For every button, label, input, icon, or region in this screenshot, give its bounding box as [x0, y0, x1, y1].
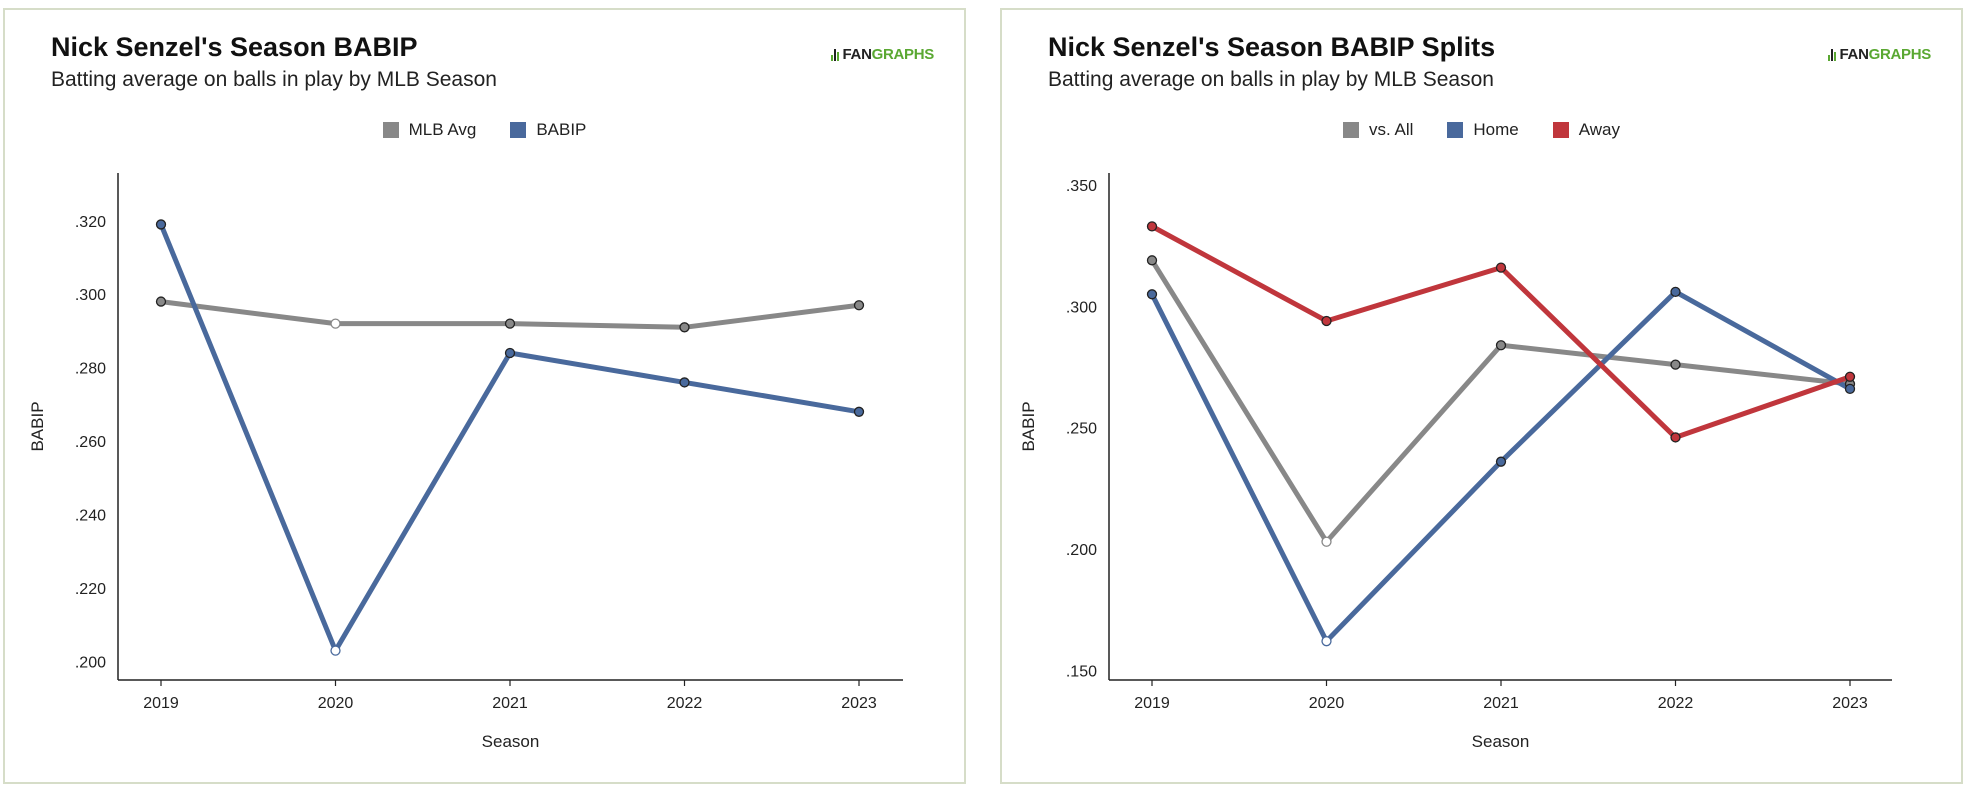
- x-tick-label: 2023: [1832, 695, 1868, 712]
- data-point[interactable]: [330, 318, 341, 329]
- x-tick-label: 2020: [1309, 695, 1345, 712]
- legend-swatch: [1447, 122, 1464, 138]
- data-point[interactable]: [1495, 456, 1507, 467]
- data-point[interactable]: [1146, 221, 1158, 232]
- data-point[interactable]: [853, 406, 865, 417]
- legend-item-vs-all[interactable]: vs. All: [1342, 120, 1414, 140]
- legend-item-home[interactable]: Home: [1447, 120, 1519, 140]
- y-tick-label: .320: [75, 214, 106, 231]
- data-point[interactable]: [330, 645, 341, 656]
- chart-title: Nick Senzel's Season BABIP Splits: [1048, 32, 1496, 62]
- x-tick-label: 2022: [667, 695, 703, 712]
- data-point[interactable]: [1844, 383, 1856, 395]
- y-tick-label: .280: [75, 361, 106, 378]
- series-line: [158, 221, 862, 654]
- batter-icon: [830, 49, 839, 61]
- legend-item-mlb-avg[interactable]: MLB Avg: [382, 120, 477, 140]
- chart-panel-left: Nick Senzel's Season BABIP Batting avera…: [3, 8, 966, 784]
- legend-swatch: [1552, 122, 1569, 138]
- batter-icon: [1827, 49, 1836, 61]
- data-point[interactable]: [1321, 536, 1332, 547]
- y-tick-label: .200: [1066, 542, 1097, 559]
- data-point[interactable]: [155, 219, 167, 230]
- legend-label: MLB Avg: [408, 120, 477, 139]
- x-tick-label: 2023: [841, 695, 877, 712]
- y-tick-label: .150: [1066, 663, 1097, 680]
- y-tick-label: .260: [75, 434, 106, 451]
- y-axis-label: BABIP: [1019, 401, 1038, 451]
- data-point[interactable]: [1495, 340, 1507, 351]
- data-point[interactable]: [1670, 359, 1681, 370]
- y-tick-label: .300: [1066, 299, 1097, 316]
- legend-item-babip[interactable]: BABIP: [510, 120, 586, 140]
- data-point[interactable]: [1321, 636, 1332, 647]
- chart-legend: vs. All Home Away: [1002, 120, 1961, 140]
- x-tick-label: 2019: [143, 695, 179, 712]
- fangraphs-logo: FANGRAPHS: [1827, 46, 1931, 63]
- chart-subtitle: Batting average on balls in play by MLB …: [51, 68, 497, 91]
- legend-label: BABIP: [536, 120, 587, 139]
- y-tick-label: .250: [1066, 421, 1097, 438]
- x-tick-label: 2022: [1658, 695, 1694, 712]
- x-tick-label: 2019: [1134, 695, 1170, 712]
- data-point[interactable]: [679, 322, 690, 333]
- data-point[interactable]: [1670, 286, 1681, 298]
- y-tick-label: .240: [75, 508, 106, 525]
- legend-swatch: [1342, 122, 1359, 138]
- legend-item-away[interactable]: Away: [1552, 120, 1621, 140]
- y-axis-label: BABIP: [28, 401, 47, 451]
- data-point[interactable]: [1146, 289, 1158, 300]
- chart-legend: MLB Avg BABIP: [5, 120, 964, 140]
- y-tick-label: .350: [1066, 178, 1097, 195]
- x-tick-label: 2021: [1483, 695, 1519, 712]
- chart-plot-area: .200 .220 .240 .260 .280 .300 .320 2019 2020 2021…: [28, 173, 903, 751]
- data-point[interactable]: [679, 377, 690, 388]
- legend-swatch: [510, 122, 527, 138]
- legend-label: Away: [1578, 120, 1621, 139]
- x-axis-label: Season: [482, 732, 540, 751]
- chart-subtitle: Batting average on balls in play by MLB …: [1048, 68, 1494, 91]
- data-point[interactable]: [853, 300, 865, 311]
- data-point[interactable]: [504, 318, 516, 329]
- data-point[interactable]: [1670, 432, 1681, 443]
- chart-plot-area: .150 .200 .250 .300 .350 2019 2020 2021 2022 2023…: [1019, 173, 1892, 751]
- data-point[interactable]: [155, 296, 167, 307]
- data-point[interactable]: [1321, 315, 1332, 327]
- y-tick-label: .300: [75, 287, 106, 304]
- legend-label: Home: [1473, 120, 1519, 139]
- legend-label: vs. All: [1368, 120, 1414, 139]
- chart-title: Nick Senzel's Season BABIP: [51, 32, 418, 62]
- x-tick-label: 2020: [318, 695, 354, 712]
- x-axis-label: Season: [1472, 732, 1530, 751]
- y-tick-label: .220: [75, 581, 106, 598]
- x-tick-label: 2021: [492, 695, 528, 712]
- data-point[interactable]: [504, 347, 516, 359]
- fangraphs-logo: FANGRAPHS: [830, 46, 934, 63]
- chart-panel-right: Nick Senzel's Season BABIP Splits Battin…: [1000, 8, 1963, 784]
- y-tick-label: .200: [75, 655, 106, 672]
- data-point[interactable]: [1844, 371, 1856, 382]
- data-point[interactable]: [1495, 262, 1507, 273]
- legend-swatch: [382, 122, 399, 138]
- data-point[interactable]: [1146, 255, 1158, 266]
